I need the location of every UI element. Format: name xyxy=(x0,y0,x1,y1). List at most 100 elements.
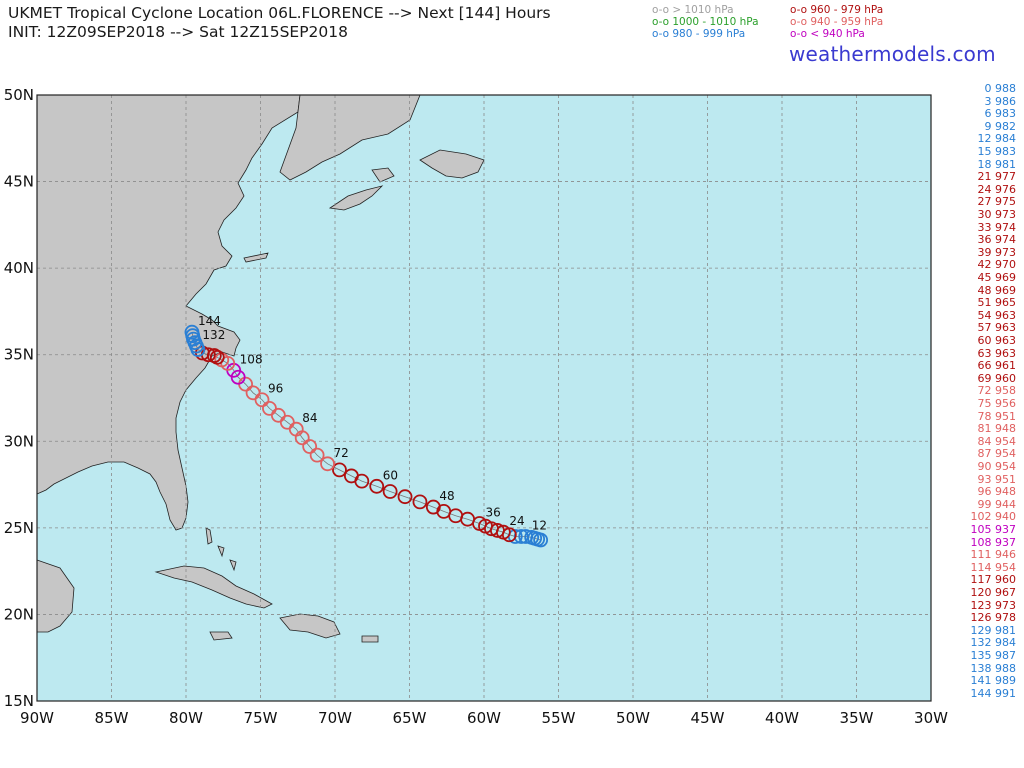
pressure-list-item: 60 963 xyxy=(977,334,1017,347)
pressure-list-item: 42 970 xyxy=(977,258,1017,272)
land-cape-breton xyxy=(371,167,395,183)
pressure-list-item: 0 988 xyxy=(984,82,1017,95)
pressure-list-item: 12 984 xyxy=(977,132,1017,146)
land-quebec-coast xyxy=(279,94,421,181)
pressure-list-item: 9 982 xyxy=(984,119,1017,133)
pressure-list-item: 33 974 xyxy=(977,220,1017,234)
lat-tick-label: 40N xyxy=(4,259,34,277)
pressure-list-item: 105 937 xyxy=(970,523,1017,536)
pressure-list-item: 3 986 xyxy=(984,94,1017,108)
lon-tick-label: 35W xyxy=(840,709,874,727)
track-point xyxy=(524,529,540,545)
pressure-list-item: 15 983 xyxy=(977,145,1017,158)
legend-lt940: o-o < 940 hPa xyxy=(790,28,865,40)
track-point xyxy=(245,385,261,401)
pressure-list-item: 63 963 xyxy=(977,346,1017,360)
pressure-list-item: 57 963 xyxy=(977,321,1017,335)
track-point xyxy=(425,499,441,515)
pressure-list-item: 132 984 xyxy=(970,636,1017,650)
lon-tick-label: 50W xyxy=(616,709,650,727)
map-frame xyxy=(36,94,932,702)
pressure-list-item: 30 973 xyxy=(977,208,1017,221)
lat-tick-label: 30N xyxy=(4,432,34,450)
land-nova-scotia xyxy=(328,185,384,211)
lon-tick-label: 75W xyxy=(244,709,278,727)
lon-tick-label: 90W xyxy=(20,709,54,727)
lat-tick-label: 35N xyxy=(4,346,34,364)
land-newfoundland xyxy=(419,149,485,179)
land-puerto-rico xyxy=(361,635,379,643)
pressure-list-item: 93 951 xyxy=(977,472,1017,486)
hour-label: 12 xyxy=(532,519,547,533)
hour-label: 72 xyxy=(334,446,349,460)
hour-label: 144 xyxy=(198,314,221,328)
track-point xyxy=(184,324,200,340)
land-bahamas xyxy=(205,527,237,572)
legend-980-999: o-o 980 - 999 hPa xyxy=(652,28,746,40)
legend-940-959: o-o 940 - 959 hPa xyxy=(790,16,884,28)
pressure-list-item: 138 988 xyxy=(970,661,1017,675)
pressure-list-item: 45 969 xyxy=(977,271,1017,284)
lon-tick-label: 65W xyxy=(393,709,427,727)
track-point xyxy=(397,489,413,505)
land-long-island xyxy=(243,252,269,263)
track-point xyxy=(518,529,534,544)
lat-tick-label: 15N xyxy=(4,692,34,710)
track-point xyxy=(412,494,428,510)
pressure-list-item: 75 956 xyxy=(977,397,1017,410)
lon-tick-label: 70W xyxy=(318,709,352,727)
pressure-list-item: 96 948 xyxy=(977,485,1017,499)
lon-tick-label: 40W xyxy=(765,709,799,727)
brand-watermark: weathermodels.com xyxy=(789,42,996,66)
land-yucatan xyxy=(36,559,75,633)
hour-label: 48 xyxy=(439,489,454,503)
hour-label: 84 xyxy=(302,411,317,425)
lat-tick-label: 25N xyxy=(4,519,34,537)
pressure-list-item: 36 974 xyxy=(977,233,1017,247)
pressure-list-item: 120 967 xyxy=(970,586,1017,599)
track-point xyxy=(262,400,277,416)
track-point xyxy=(302,439,318,454)
lat-tick-label: 20N xyxy=(4,605,34,623)
hour-label: 24 xyxy=(509,514,524,528)
legend-gt1010: o-o > 1010 hPa xyxy=(652,4,734,16)
hour-label: 132 xyxy=(202,328,225,342)
hour-label: 36 xyxy=(486,506,501,520)
lat-tick-label: 50N xyxy=(4,86,34,104)
legend-960-979: o-o 960 - 979 hPa xyxy=(790,4,884,16)
axis-labels: 90W 85W 80W 75W 70W 65W 60W 55W 50W 45W 40W 35W 30W 1… xyxy=(4,86,948,727)
pressure-list-item: 6 983 xyxy=(984,107,1017,121)
pressure-list-item: 126 978 xyxy=(970,611,1017,625)
storm-track xyxy=(184,324,549,548)
pressure-list-item: 129 981 xyxy=(970,623,1017,637)
hour-label: 108 xyxy=(240,352,263,366)
pressure-list-item: 78 951 xyxy=(977,409,1017,423)
land-hispaniola xyxy=(279,613,341,639)
pressure-list-item: 99 944 xyxy=(977,497,1017,511)
pressure-list-item: 39 973 xyxy=(977,245,1017,259)
track-point xyxy=(320,456,335,472)
pressure-list-item: 117 960 xyxy=(970,573,1017,587)
track-point xyxy=(382,484,398,499)
pressure-list-item: 51 965 xyxy=(977,296,1017,310)
lon-tick-label: 60W xyxy=(467,709,501,727)
pressure-list-item: 48 969 xyxy=(977,283,1017,297)
pressure-list-item: 69 960 xyxy=(977,371,1017,385)
lon-tick-label: 45W xyxy=(691,709,725,727)
lon-tick-label: 80W xyxy=(169,709,203,727)
legend-1000-1010: o-o 1000 - 1010 hPa xyxy=(652,16,759,28)
lon-tick-label: 30W xyxy=(914,709,948,727)
pressure-list-item: 111 946 xyxy=(970,548,1017,562)
lon-tick-label: 55W xyxy=(542,709,576,727)
pressure-list-item: 102 940 xyxy=(970,510,1017,524)
init-time: INIT: 12Z09SEP2018 --> Sat 12Z15SEP2018 xyxy=(8,23,349,41)
hour-label: 96 xyxy=(268,382,283,396)
pressure-list-item: 24 976 xyxy=(977,182,1017,196)
chart-title: UKMET Tropical Cyclone Location 06L.FLOR… xyxy=(8,4,551,22)
pressure-list-item: 90 954 xyxy=(977,460,1017,473)
pressure-list-item: 84 954 xyxy=(977,434,1017,448)
pressure-list-item: 81 948 xyxy=(977,422,1017,436)
track-point xyxy=(369,478,385,494)
pressure-list-item: 21 977 xyxy=(977,170,1017,184)
